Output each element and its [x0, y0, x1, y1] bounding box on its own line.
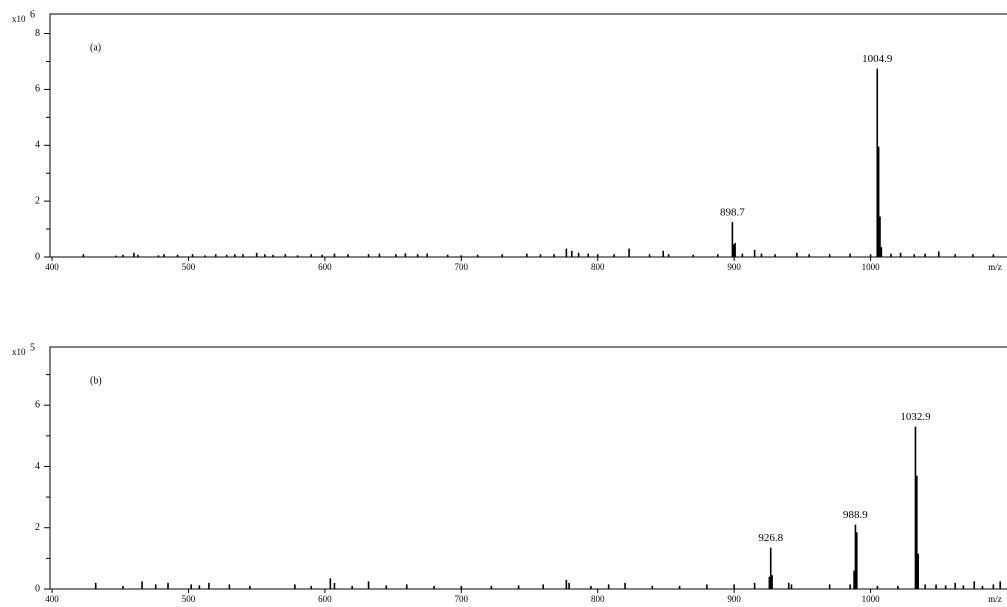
- y-tick-label: 0: [35, 251, 40, 262]
- y-scale-exponent: 6: [30, 9, 35, 20]
- x-axis-label: m/z: [988, 594, 1002, 604]
- y-tick-label: 8: [35, 28, 40, 39]
- y-scale-base: x10: [12, 14, 26, 24]
- x-tick-label: 800: [591, 262, 605, 272]
- y-tick-label: 4: [35, 461, 40, 472]
- peak-label: 988.9: [843, 509, 868, 521]
- y-tick-label: 6: [35, 399, 40, 410]
- panel-label: (a): [90, 42, 101, 53]
- x-axis-label: m/z: [988, 262, 1002, 272]
- peak-label: 926.8: [758, 532, 783, 544]
- x-tick-label: 400: [45, 262, 59, 272]
- peak-label: 1032.9: [900, 411, 931, 423]
- y-tick-label: 2: [35, 195, 40, 206]
- x-tick-label: 1000: [862, 594, 881, 604]
- x-tick-label: 900: [727, 594, 741, 604]
- x-tick-label: 800: [591, 594, 605, 604]
- x-tick-label: 1000: [862, 262, 881, 272]
- x-tick-label: 700: [455, 262, 469, 272]
- x-tick-label: 600: [318, 262, 332, 272]
- x-tick-label: 900: [727, 262, 741, 272]
- y-tick-label: 6: [35, 84, 40, 95]
- y-tick-label: 0: [35, 583, 40, 594]
- x-tick-label: 400: [45, 594, 59, 604]
- x-tick-label: 500: [182, 594, 196, 604]
- y-tick-label: 4: [35, 140, 40, 151]
- y-tick-label: 2: [35, 522, 40, 533]
- y-scale-exponent: 5: [30, 342, 35, 353]
- x-tick-label: 500: [182, 262, 196, 272]
- plot-frame: [49, 346, 1007, 590]
- peak-label: 1004.9: [862, 53, 893, 65]
- peak-label: 898.7: [720, 207, 745, 219]
- x-tick-label: 600: [318, 594, 332, 604]
- y-scale-base: x10: [12, 347, 26, 357]
- plot-frame: [49, 13, 1007, 258]
- x-tick-label: 700: [455, 594, 469, 604]
- panel-label: (b): [90, 375, 102, 386]
